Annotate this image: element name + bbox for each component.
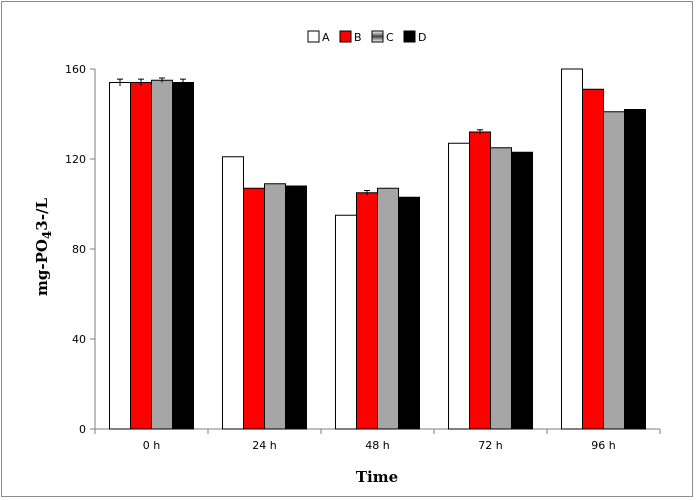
legend-label-d: D <box>418 31 426 44</box>
bar-d-1 <box>285 185 307 430</box>
legend-swatch-b <box>339 30 352 43</box>
bar-a-1 <box>222 156 244 430</box>
y-tick-label: 40 <box>72 333 86 346</box>
legend: A B C D <box>307 30 426 44</box>
x-tick-label: 24 h <box>252 439 276 452</box>
bar-a-0 <box>109 82 131 430</box>
y-axis-title-suffix: 3-/L <box>33 198 51 231</box>
bar-b-1 <box>243 187 265 430</box>
bar-a-4 <box>561 68 583 430</box>
y-tick-label: 160 <box>65 63 86 76</box>
bar-d-2 <box>398 196 420 430</box>
bar-d-0 <box>172 82 194 430</box>
bar-d-4 <box>624 109 646 430</box>
legend-label-b: B <box>354 31 362 44</box>
bar-c-4 <box>603 111 625 430</box>
bar-b-2 <box>356 192 378 430</box>
bar-b-3 <box>469 131 491 430</box>
x-tick-label: 0 h <box>143 439 160 452</box>
y-tick-label: 80 <box>72 243 86 256</box>
bar-c-0 <box>151 79 173 430</box>
legend-swatch-a <box>307 30 320 43</box>
legend-swatch-c <box>371 30 384 43</box>
x-axis-title: Time <box>356 468 398 486</box>
bar-c-2 <box>377 187 399 430</box>
y-axis-title-prefix: mg-PO <box>33 239 51 296</box>
legend-label-a: A <box>322 31 330 44</box>
y-axis-title-subscript: 4 <box>40 231 54 239</box>
bar-b-4 <box>582 88 604 430</box>
y-tick-label: 120 <box>65 153 86 166</box>
x-tick-label: 72 h <box>478 439 502 452</box>
bar-series <box>109 68 646 430</box>
bar-b-0 <box>130 82 152 430</box>
y-tick-label: 0 <box>79 423 86 436</box>
x-tick-label: 96 h <box>591 439 615 452</box>
bar-d-3 <box>511 151 533 430</box>
y-axis-ticks: 0 40 80 120 160 <box>65 63 95 436</box>
legend-label-c: C <box>386 31 394 44</box>
x-tick-label: 48 h <box>365 439 389 452</box>
y-axis-title: mg-PO43-/L <box>33 198 54 296</box>
bar-a-2 <box>335 214 357 430</box>
bar-c-1 <box>264 183 286 430</box>
x-axis-ticks: 0 h 24 h 48 h 72 h 96 h <box>94 429 661 452</box>
bar-a-3 <box>448 142 470 430</box>
legend-swatch-d <box>403 30 416 43</box>
bar-c-3 <box>490 147 512 430</box>
